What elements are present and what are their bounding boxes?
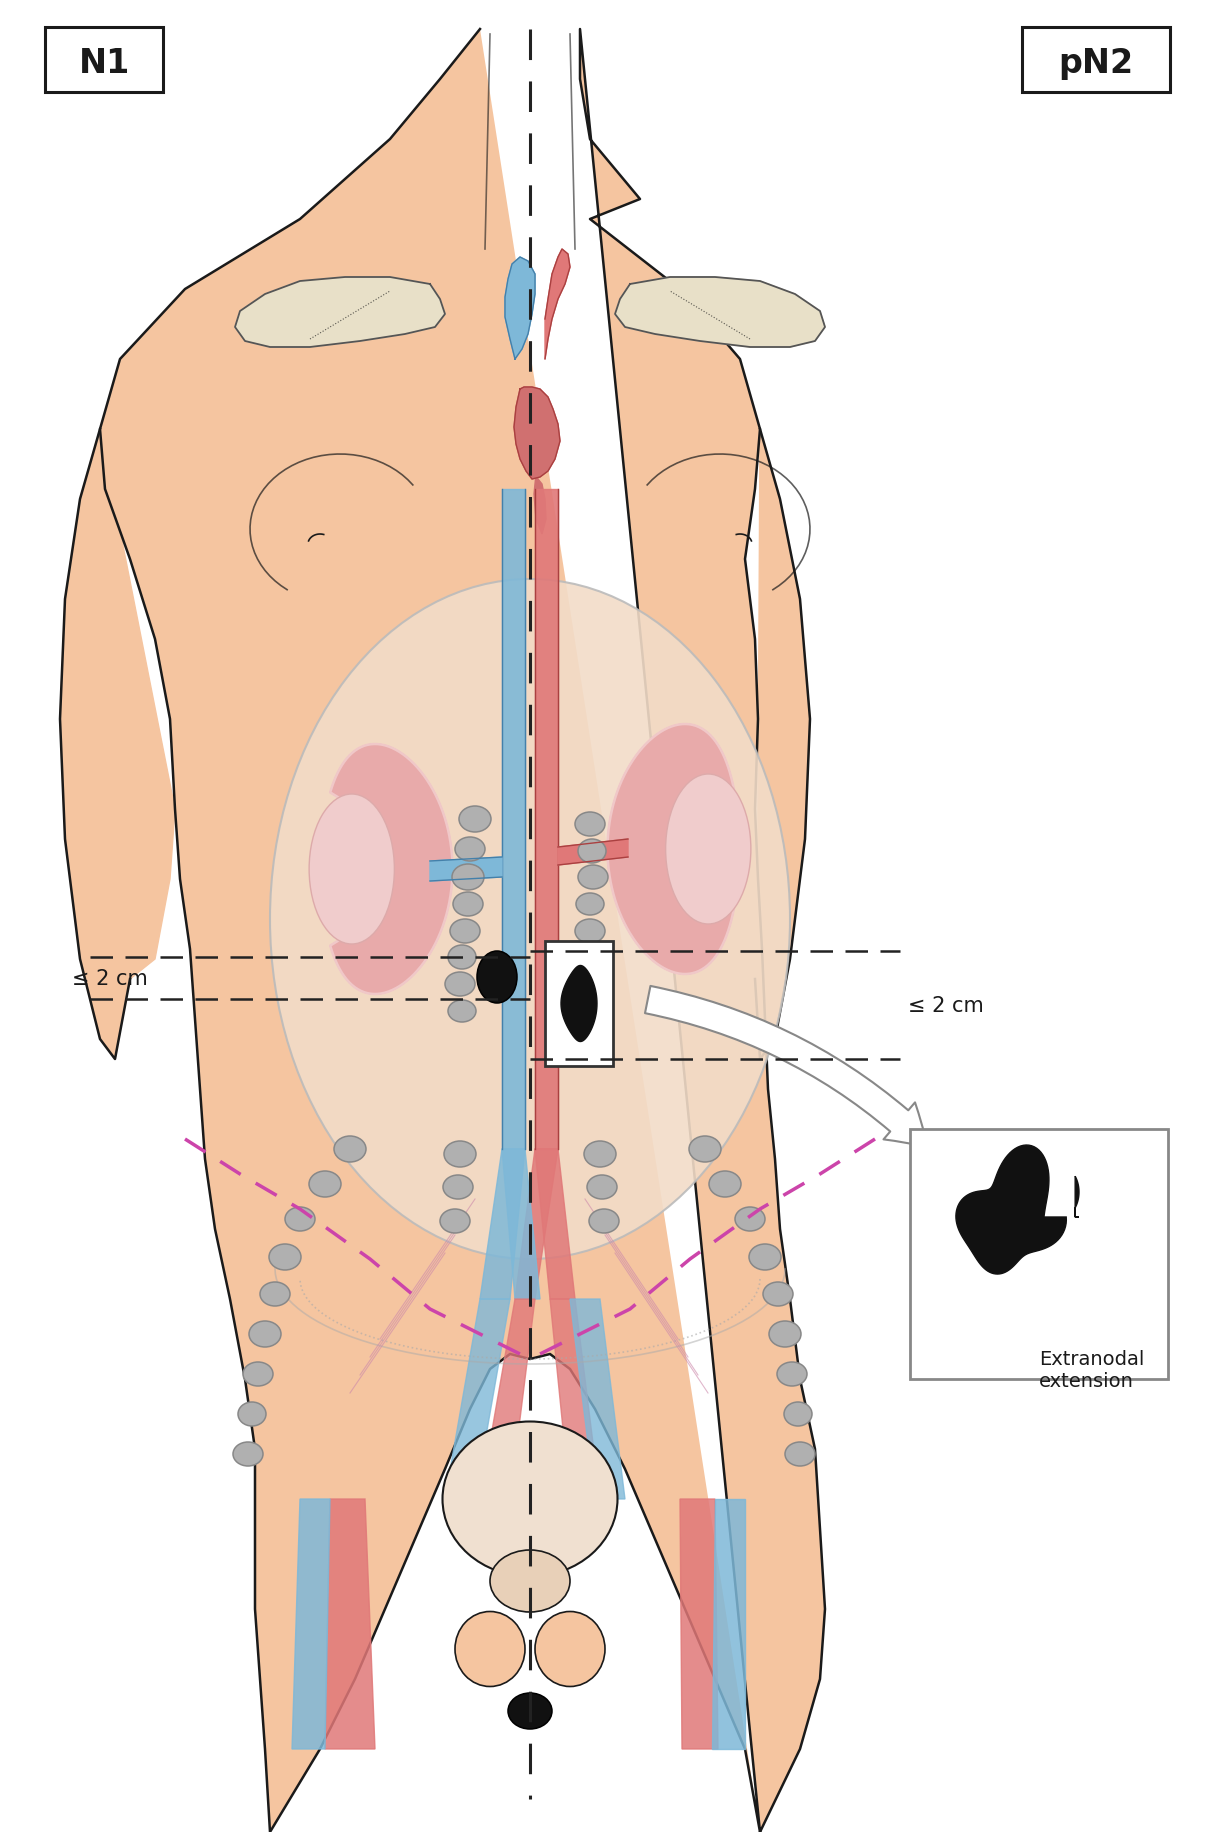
- Ellipse shape: [784, 1401, 812, 1427]
- Polygon shape: [561, 965, 597, 1042]
- Polygon shape: [430, 857, 503, 881]
- FancyArrowPatch shape: [645, 986, 928, 1147]
- Ellipse shape: [285, 1207, 315, 1231]
- Ellipse shape: [451, 920, 480, 943]
- Ellipse shape: [749, 1244, 782, 1270]
- Bar: [1022, 27, 1171, 93]
- Polygon shape: [503, 1149, 540, 1299]
- Ellipse shape: [271, 579, 790, 1259]
- Ellipse shape: [769, 1321, 801, 1347]
- Polygon shape: [550, 1299, 600, 1499]
- Ellipse shape: [575, 920, 605, 943]
- Polygon shape: [236, 278, 445, 348]
- Ellipse shape: [785, 1442, 815, 1466]
- Polygon shape: [570, 1299, 625, 1499]
- Ellipse shape: [509, 1693, 552, 1729]
- Text: ≤ 2 cm: ≤ 2 cm: [72, 969, 147, 989]
- Ellipse shape: [459, 806, 490, 832]
- Polygon shape: [513, 388, 561, 480]
- Ellipse shape: [445, 973, 475, 997]
- Polygon shape: [330, 744, 453, 995]
- Ellipse shape: [452, 865, 484, 890]
- Polygon shape: [505, 258, 535, 359]
- Ellipse shape: [448, 945, 476, 969]
- Polygon shape: [534, 474, 546, 535]
- Ellipse shape: [453, 892, 483, 916]
- Ellipse shape: [442, 1422, 617, 1577]
- Ellipse shape: [243, 1363, 273, 1387]
- Polygon shape: [1075, 1176, 1079, 1216]
- Polygon shape: [445, 1299, 510, 1499]
- Polygon shape: [535, 1149, 575, 1299]
- Polygon shape: [712, 1499, 745, 1750]
- Ellipse shape: [490, 1550, 570, 1612]
- Ellipse shape: [333, 1136, 366, 1161]
- Ellipse shape: [576, 894, 604, 916]
- Polygon shape: [325, 1499, 374, 1750]
- Ellipse shape: [455, 837, 484, 861]
- Ellipse shape: [445, 1141, 476, 1167]
- Ellipse shape: [260, 1282, 290, 1306]
- Ellipse shape: [763, 1282, 792, 1306]
- Ellipse shape: [577, 839, 606, 863]
- Ellipse shape: [734, 1207, 765, 1231]
- Ellipse shape: [238, 1401, 266, 1427]
- Polygon shape: [60, 431, 175, 1059]
- Ellipse shape: [583, 1141, 616, 1167]
- Text: N1: N1: [79, 46, 129, 79]
- Polygon shape: [956, 1145, 1067, 1275]
- Ellipse shape: [440, 1209, 470, 1233]
- Ellipse shape: [666, 775, 751, 925]
- Ellipse shape: [709, 1171, 741, 1198]
- Polygon shape: [741, 431, 811, 1059]
- Ellipse shape: [587, 1176, 617, 1200]
- Bar: [45, 27, 163, 93]
- Text: pN2: pN2: [1058, 46, 1133, 79]
- Polygon shape: [480, 1299, 535, 1499]
- Polygon shape: [292, 1499, 330, 1750]
- Ellipse shape: [309, 1171, 341, 1198]
- Polygon shape: [608, 725, 739, 975]
- Ellipse shape: [689, 1136, 721, 1161]
- Polygon shape: [558, 839, 628, 865]
- Text: Extranodal
extension: Extranodal extension: [1039, 1348, 1144, 1390]
- Ellipse shape: [455, 1612, 525, 1687]
- Polygon shape: [100, 29, 825, 1832]
- Ellipse shape: [233, 1442, 263, 1466]
- Ellipse shape: [577, 865, 608, 890]
- Polygon shape: [515, 1149, 558, 1299]
- Ellipse shape: [575, 813, 605, 837]
- Polygon shape: [480, 1149, 525, 1299]
- Ellipse shape: [590, 1209, 618, 1233]
- Ellipse shape: [443, 1176, 474, 1200]
- Ellipse shape: [477, 951, 517, 1004]
- Ellipse shape: [309, 795, 394, 945]
- Ellipse shape: [249, 1321, 281, 1347]
- Polygon shape: [545, 249, 570, 359]
- Ellipse shape: [448, 1000, 476, 1022]
- Polygon shape: [615, 278, 825, 348]
- Text: ≤ 2 cm: ≤ 2 cm: [908, 995, 983, 1015]
- Ellipse shape: [777, 1363, 807, 1387]
- Bar: [545, 942, 612, 1066]
- Ellipse shape: [535, 1612, 605, 1687]
- Polygon shape: [680, 1499, 718, 1750]
- Ellipse shape: [269, 1244, 301, 1270]
- Bar: [910, 1129, 1168, 1379]
